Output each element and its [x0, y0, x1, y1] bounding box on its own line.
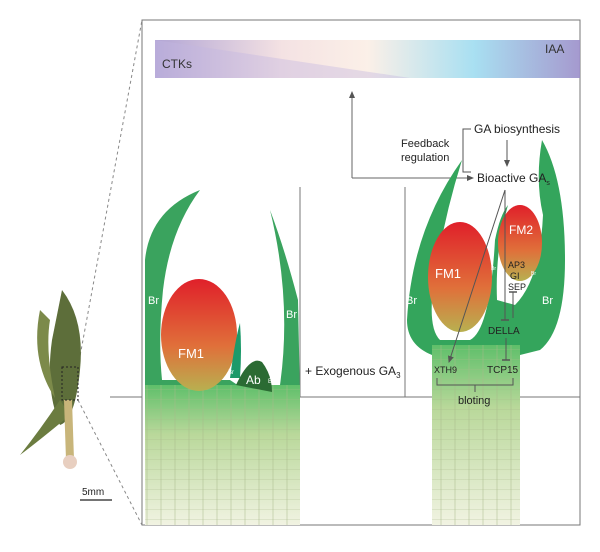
left-inflorescence: Br Br FM1 Br Ab Br — [145, 187, 301, 525]
scale-bar-label: 5mm — [82, 487, 104, 498]
right-inflorescence: Br Br FM1 FM2 Br Br — [406, 140, 565, 525]
sep-label: SEP — [508, 282, 526, 292]
zoom-region-box — [61, 366, 79, 401]
ga-biosynthesis-label: GA biosynthesis — [474, 122, 560, 136]
feedback-bracket — [462, 128, 471, 173]
zoom-guide-bottom — [77, 399, 143, 526]
ga-pathway: GA biosynthesis Feedback regulation Bioa… — [401, 122, 560, 407]
bract-label: Br — [286, 309, 297, 321]
bract-label: Br — [542, 295, 553, 307]
ab-label: Ab — [246, 373, 261, 387]
hormone-gradient-bar: CTKs IAA — [155, 40, 580, 78]
bioactive-ga-label: Bioactive GAs — [477, 171, 550, 187]
feedback-label: Feedback — [401, 138, 450, 150]
bloting-label: bloting — [458, 395, 490, 407]
feedback-label: regulation — [401, 152, 449, 164]
gi-label: GI — [510, 271, 520, 281]
della-label: DELLA — [488, 326, 520, 337]
main-frame — [141, 19, 581, 526]
bract-label: Br — [406, 295, 417, 307]
fm1-meristem — [428, 222, 492, 332]
fm1-label: FM1 — [178, 346, 204, 361]
bract-label: Br — [228, 370, 234, 376]
bract-label: Br — [531, 271, 536, 277]
fm2-meristem — [498, 205, 542, 281]
bract-label: Br — [268, 379, 274, 385]
abortive-meristem — [236, 360, 272, 392]
fm1-meristem — [161, 279, 237, 391]
bract-label: Br — [491, 266, 496, 272]
treatment-label: + Exogenous GA3 — [305, 364, 401, 380]
zoom-guide-top — [77, 19, 143, 368]
fm2-label: FM2 — [509, 223, 533, 237]
ap3-label: AP3 — [508, 260, 525, 270]
plant-photo — [20, 290, 81, 469]
bract-label: Br — [148, 295, 159, 307]
fm1-label: FM1 — [435, 266, 461, 281]
iaa-label: IAA — [545, 42, 564, 56]
tcp15-label: TCP15 — [487, 365, 519, 376]
xth9-label: XTH9 — [434, 365, 457, 375]
ctks-label: CTKs — [162, 57, 192, 71]
